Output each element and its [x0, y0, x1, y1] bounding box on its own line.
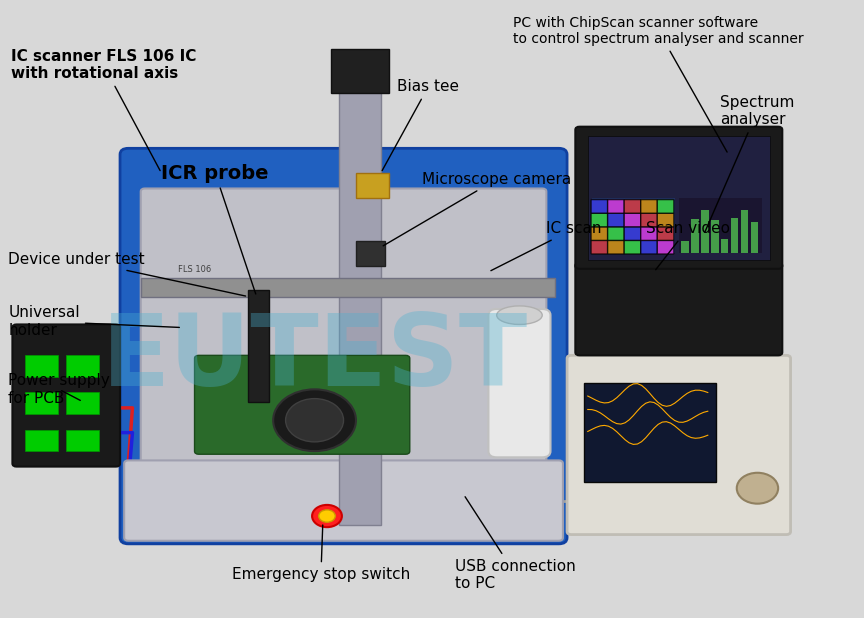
Bar: [731, 218, 739, 253]
Bar: [331, 49, 389, 93]
Bar: [356, 241, 385, 266]
Text: Power supply
for PCB: Power supply for PCB: [9, 373, 110, 405]
Circle shape: [312, 505, 342, 527]
FancyBboxPatch shape: [591, 200, 607, 213]
Bar: [25, 430, 58, 451]
FancyBboxPatch shape: [591, 227, 607, 240]
Bar: [682, 241, 689, 253]
Circle shape: [286, 399, 344, 442]
Bar: [25, 392, 58, 414]
FancyBboxPatch shape: [591, 240, 607, 254]
Text: Emergency stop switch: Emergency stop switch: [232, 525, 410, 582]
FancyBboxPatch shape: [658, 227, 674, 240]
FancyBboxPatch shape: [567, 355, 791, 535]
Bar: [356, 173, 389, 198]
FancyBboxPatch shape: [607, 240, 624, 254]
Bar: [340, 80, 381, 525]
FancyBboxPatch shape: [658, 240, 674, 254]
Text: Bias tee: Bias tee: [382, 79, 460, 171]
Text: Microscope camera: Microscope camera: [384, 172, 571, 246]
Bar: [67, 392, 99, 414]
Text: Scan video: Scan video: [645, 221, 730, 269]
Bar: [679, 198, 761, 253]
Bar: [67, 430, 99, 451]
Bar: [248, 290, 269, 402]
Ellipse shape: [497, 306, 543, 324]
FancyBboxPatch shape: [141, 188, 546, 516]
Circle shape: [737, 473, 778, 504]
Text: ICR probe: ICR probe: [162, 164, 269, 294]
FancyBboxPatch shape: [591, 213, 607, 227]
Bar: [588, 136, 770, 260]
Bar: [583, 383, 716, 482]
Bar: [751, 221, 759, 253]
Bar: [721, 239, 728, 253]
Bar: [711, 220, 719, 253]
Bar: [67, 355, 99, 377]
FancyBboxPatch shape: [624, 200, 641, 213]
Circle shape: [319, 510, 335, 522]
FancyBboxPatch shape: [575, 263, 782, 355]
Text: Device under test: Device under test: [9, 252, 245, 296]
FancyBboxPatch shape: [120, 148, 567, 544]
Text: IC scanner FLS 106 IC
with rotational axis: IC scanner FLS 106 IC with rotational ax…: [10, 49, 196, 171]
Bar: [592, 198, 675, 253]
Bar: [25, 355, 58, 377]
FancyBboxPatch shape: [624, 240, 641, 254]
FancyBboxPatch shape: [124, 460, 563, 541]
Text: EUTEST: EUTEST: [101, 310, 528, 407]
Bar: [741, 210, 748, 253]
Text: PC with ChipScan scanner software
to control spectrum analyser and scanner: PC with ChipScan scanner software to con…: [513, 16, 804, 152]
Text: Spectrum
analyser: Spectrum analyser: [705, 95, 795, 232]
Text: FLS 106: FLS 106: [178, 265, 211, 274]
FancyBboxPatch shape: [641, 213, 658, 227]
Bar: [691, 219, 699, 253]
FancyBboxPatch shape: [607, 227, 624, 240]
FancyBboxPatch shape: [575, 127, 782, 269]
FancyBboxPatch shape: [624, 227, 641, 240]
FancyBboxPatch shape: [658, 213, 674, 227]
Bar: [702, 210, 708, 253]
FancyBboxPatch shape: [607, 213, 624, 227]
Text: Universal
holder: Universal holder: [9, 305, 180, 337]
FancyBboxPatch shape: [12, 324, 120, 467]
Bar: [141, 278, 555, 297]
FancyBboxPatch shape: [488, 309, 550, 457]
FancyBboxPatch shape: [624, 213, 641, 227]
Circle shape: [273, 389, 356, 451]
FancyBboxPatch shape: [641, 200, 658, 213]
Text: USB connection
to PC: USB connection to PC: [455, 497, 576, 591]
Text: IC scan: IC scan: [491, 221, 602, 271]
FancyBboxPatch shape: [641, 240, 658, 254]
FancyBboxPatch shape: [658, 200, 674, 213]
FancyBboxPatch shape: [641, 227, 658, 240]
FancyBboxPatch shape: [194, 355, 410, 454]
FancyBboxPatch shape: [607, 200, 624, 213]
